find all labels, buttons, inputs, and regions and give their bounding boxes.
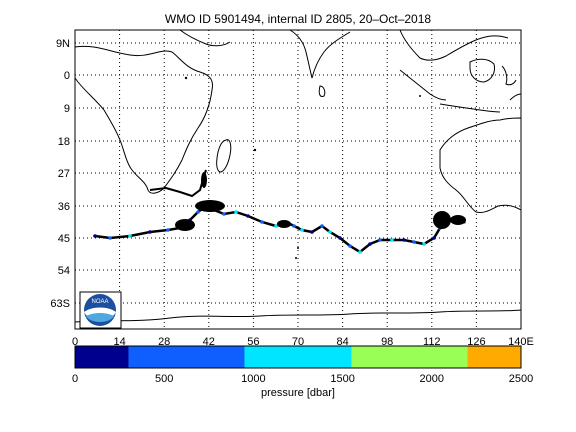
profile-point [368,242,372,246]
profile-point [338,236,342,240]
profile-point [292,224,296,228]
lat-tick-label: 9 [64,103,70,115]
lat-tick-label: 0 [64,70,70,82]
lat-tick-label: 63S [50,298,70,310]
track-branch [149,169,207,198]
colorbar-segment [467,346,521,368]
coast-srilanka [318,85,326,97]
profile-point [412,240,416,244]
coast-sulawesi [501,65,517,86]
profile-point [108,236,112,240]
float-track [93,169,466,254]
colorbar-segment [128,346,245,368]
coast-australia [439,117,522,213]
lon-tick-label: 98 [381,336,393,348]
map-plot: NOAA [74,29,522,330]
profile-point [432,236,436,240]
lon-tick-label: 112 [423,336,441,348]
profile-point [320,224,324,228]
lat-tick-label: 27 [58,168,70,180]
coast-java [439,103,501,113]
profile-point [358,250,362,254]
profile-point [348,244,352,248]
lon-tick-label: 28 [158,336,170,348]
lat-tick-label: 18 [58,136,70,148]
colorbar-segment [244,346,352,368]
logo-text: NOAA [91,299,108,305]
track-clusters [175,172,466,231]
profile-point [300,228,304,232]
coast-newguinea [509,93,522,101]
profile-point [328,230,332,234]
profile-point [128,234,132,238]
colorbar-tick-label: 0 [72,373,78,385]
colorbar-label: pressure [dbar] [261,387,335,399]
latitude-tick-labels: 9N 0 9 18 27 36 45 54 63S [50,38,70,310]
profile-point [196,210,200,214]
profile-point [93,234,97,238]
profile-point [422,242,426,246]
colorbar-tick-label: 500 [155,373,173,385]
lon-tick-label: 42 [203,336,215,348]
coast-madagascar [216,139,232,173]
colorbar-frame [74,345,522,369]
profile-point [246,214,250,218]
longitude-tick-labels: 0 14 28 42 56 70 84 98 112 126 140E [72,336,534,348]
coast-india [289,29,351,79]
lon-tick-label: 14 [113,336,125,348]
profile-point [222,212,226,216]
lat-tick-label: 45 [58,233,70,245]
lon-tick-label: 0 [72,336,78,348]
profile-point [148,230,152,234]
coast-arabia [179,29,231,47]
lon-tick-label: 140E [508,336,534,348]
profile-point [234,210,238,214]
profile-point [378,238,382,242]
coast-africa [74,45,213,194]
lon-tick-label: 126 [467,336,485,348]
map-frame [74,29,522,330]
lat-tick-label: 9N [56,38,70,50]
profile-point [166,228,170,232]
coast-antarctica [74,309,522,323]
coast-seasia [399,29,509,61]
coastlines [74,29,522,323]
profile-point [310,230,314,234]
lat-tick-label: 36 [58,201,70,213]
profile-point [274,224,278,228]
noaa-logo: NOAA [79,291,122,329]
lat-tick-label: 54 [58,265,70,277]
small-islands [184,76,421,259]
colorbar-segment [351,346,468,368]
lon-tick-label: 56 [247,336,259,348]
colorbar-tick-label: 2500 [509,373,533,385]
colorbar: 0 500 1000 1500 2000 2500 pressure [dbar] [72,345,533,399]
colorbar-tick-label: 1500 [330,373,354,385]
lon-tick-label: 70 [292,336,304,348]
coast-borneo [469,58,495,83]
colorbar-segment [75,346,129,368]
profile-point [402,238,406,242]
colorbar-tick-label: 2000 [420,373,444,385]
figure-title: WMO ID 5901494, internal ID 2805, 20–Oct… [165,12,431,26]
profile-point [390,238,394,242]
coast-sumatra [399,69,447,101]
colorbar-tick-label: 1000 [241,373,265,385]
lon-tick-label: 84 [336,336,348,348]
profile-point [260,220,264,224]
